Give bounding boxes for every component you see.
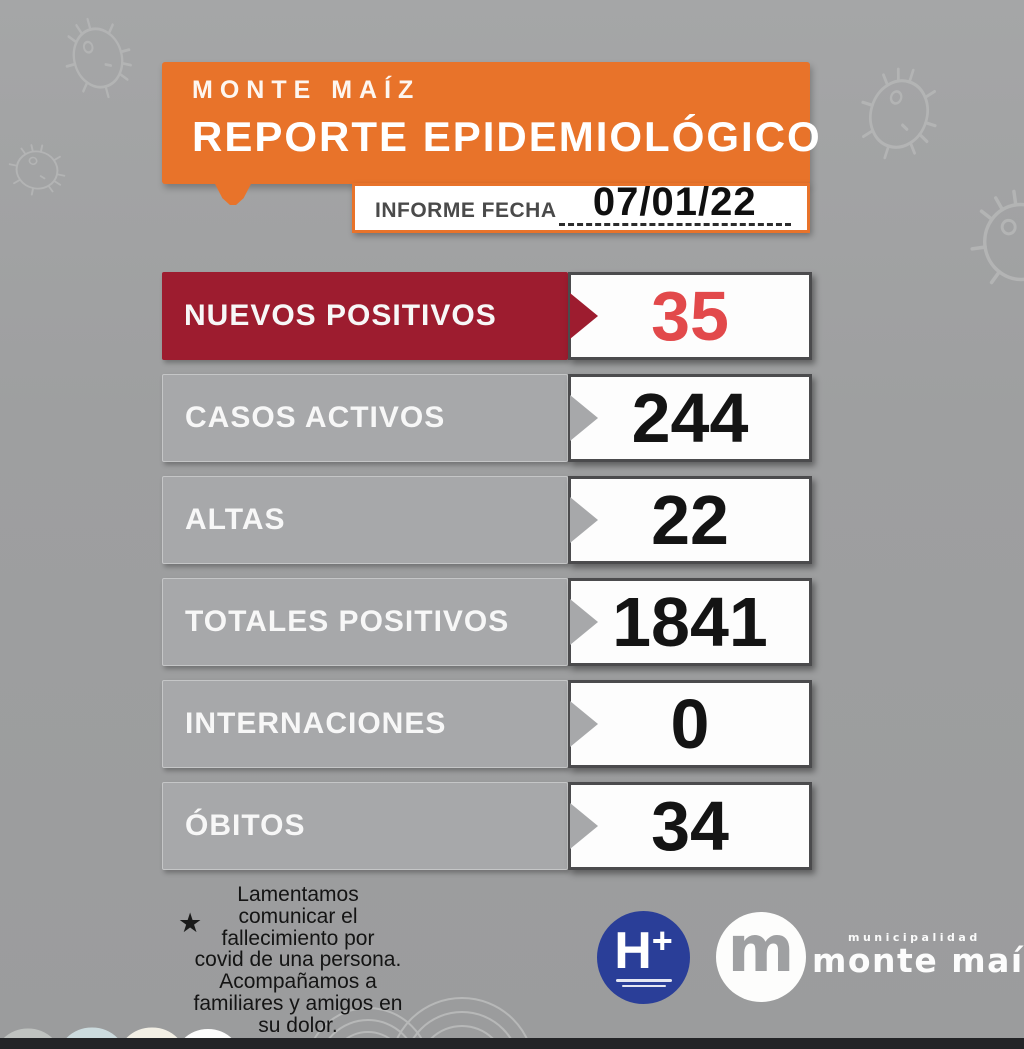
- stat-label: INTERNACIONES: [185, 707, 447, 740]
- page-title: REPORTE EPIDEMIOLÓGICO: [192, 113, 822, 160]
- stat-value: 35: [651, 277, 729, 355]
- stat-row-nuevos-positivos: NUEVOS POSITIVOS 35: [162, 272, 812, 360]
- stat-label-banner: INTERNACIONES: [162, 680, 568, 768]
- stat-label: CASOS ACTIVOS: [185, 401, 446, 434]
- stat-label-banner: ALTAS: [162, 476, 568, 564]
- stat-value-box: 1841: [568, 578, 812, 666]
- arrow-right-icon: [570, 395, 598, 441]
- date-underline: 07/01/22: [558, 180, 791, 226]
- stat-value: 1841: [612, 583, 768, 661]
- note-line: su dolor.: [258, 1013, 338, 1037]
- arrow-right-icon: [570, 497, 598, 543]
- note-line: familiares y amigos en: [193, 991, 403, 1015]
- stat-label-banner: CASOS ACTIVOS: [162, 374, 568, 462]
- note-line: fallecimiento por: [221, 926, 375, 950]
- hplus-plus: +: [651, 920, 673, 961]
- hplus-subtext-lines: [615, 979, 672, 987]
- municipality-tagline: municipalidad: [848, 931, 981, 944]
- stat-value: 34: [651, 787, 729, 865]
- stat-value-box: 22: [568, 476, 812, 564]
- hplus-h: H: [614, 922, 652, 980]
- stat-label-banner: TOTALES POSITIVOS: [162, 578, 568, 666]
- date-label: INFORME FECHA: [375, 199, 557, 222]
- arrow-right-icon: [570, 701, 598, 747]
- stat-value-box: 35: [568, 272, 812, 360]
- note-line: Acompañamos a: [219, 970, 377, 994]
- monte-maiz-logo-circle: m: [716, 912, 806, 1002]
- stat-value-box: 34: [568, 782, 812, 870]
- municipality-name: monte maíz: [812, 941, 1024, 980]
- star-icon: ★: [178, 908, 203, 938]
- stat-value: 0: [670, 685, 710, 763]
- stat-value-box: 0: [568, 680, 812, 768]
- date-value: 07/01/22: [592, 180, 757, 224]
- stat-label: ALTAS: [185, 503, 286, 536]
- stat-row-obitos: ÓBITOS 34: [162, 782, 812, 870]
- bottom-bar: [0, 1038, 1024, 1049]
- report-date-box: INFORME FECHA 07/01/22: [352, 180, 810, 233]
- stat-label: NUEVOS POSITIVOS: [184, 299, 497, 332]
- arrow-right-icon: [570, 293, 598, 339]
- hospital-hplus-logo: H +: [597, 911, 690, 1004]
- note-line: comunicar el: [238, 904, 358, 928]
- stat-value-box: 244: [568, 374, 812, 462]
- stat-label-banner: ÓBITOS: [162, 782, 568, 870]
- stat-row-altas: ALTAS 22: [162, 476, 812, 564]
- condolence-note: Lamentamos comunicar el fallecimiento po…: [186, 884, 410, 1037]
- stat-label: TOTALES POSITIVOS: [185, 605, 510, 638]
- stat-label: ÓBITOS: [185, 809, 306, 842]
- stat-row-internaciones: INTERNACIONES 0: [162, 680, 812, 768]
- stat-label-banner: NUEVOS POSITIVOS: [162, 272, 568, 360]
- banner-tail: [214, 182, 252, 205]
- stat-value: 22: [651, 481, 729, 559]
- stat-value: 244: [631, 379, 749, 457]
- stat-row-totales-positivos: TOTALES POSITIVOS 1841: [162, 578, 812, 666]
- stat-row-casos-activos: CASOS ACTIVOS 244: [162, 374, 812, 462]
- monte-maiz-monogram: m: [727, 913, 795, 987]
- location-title: MONTE MAÍZ: [192, 76, 421, 104]
- header-banner: MONTE MAÍZ REPORTE EPIDEMIOLÓGICO: [162, 62, 822, 184]
- note-line: Lamentamos: [237, 883, 359, 906]
- note-line: covid de una persona.: [194, 948, 402, 972]
- arrow-right-icon: [570, 599, 598, 645]
- hplus-logo-text: H +: [614, 920, 673, 980]
- arrow-right-icon: [570, 803, 598, 849]
